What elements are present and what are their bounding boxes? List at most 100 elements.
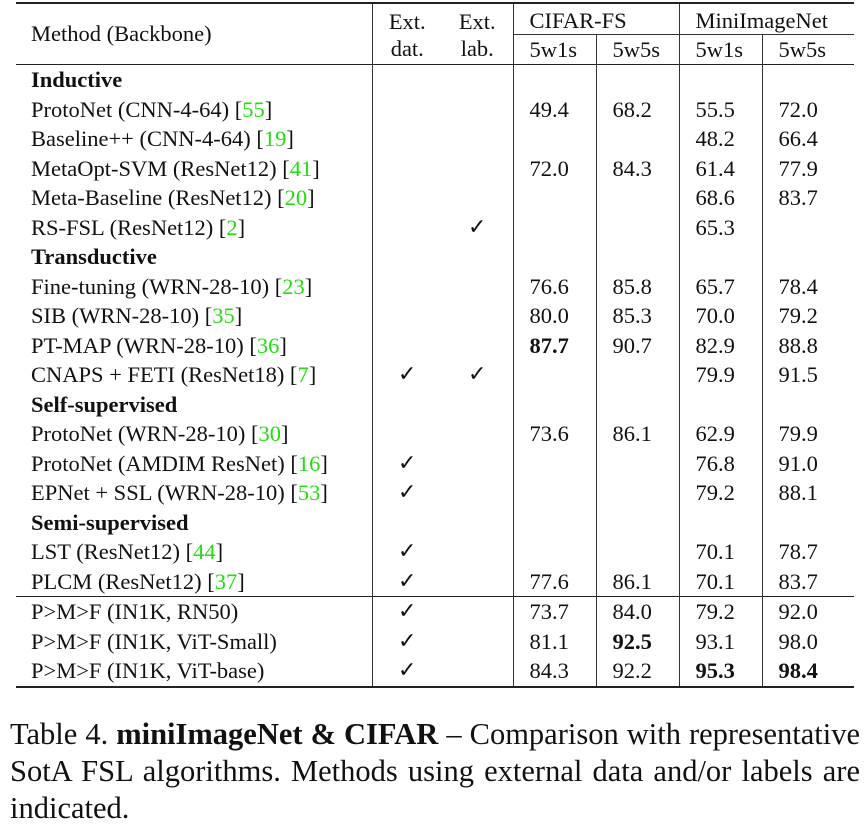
citation-link[interactable]: 41	[289, 155, 313, 181]
ext-lab-check	[442, 301, 513, 331]
method-name: Fine-tuning (WRN-28-10) [	[31, 273, 283, 299]
mini-5w1s-value: 65.7	[678, 271, 762, 301]
citation-link[interactable]: 35	[212, 303, 235, 328]
mini-5w5s-value: 92.0	[761, 596, 854, 627]
cifar-5w1s-value: 77.6	[512, 566, 596, 597]
table-row: CNAPS + FETI (ResNet18) [7] ✓ ✓ 79.9 91.5	[16, 360, 854, 390]
method-cell: Fine-tuning (WRN-28-10) [23]	[16, 272, 372, 302]
citation-bracket: ]	[215, 539, 224, 564]
cifar-5w5s-value	[595, 124, 679, 154]
cifar-5w5s-value: 68.2	[595, 94, 679, 124]
table-row: LST (ResNet12) [44] ✓ 70.1 78.7	[16, 537, 854, 567]
caption-text: – Comparison with representative SotA FS…	[10, 717, 861, 825]
empty-cell	[761, 389, 854, 419]
ext-dat-check: ✓	[371, 596, 442, 627]
citation-link[interactable]: 30	[258, 421, 281, 446]
ext-dat-check: ✓	[371, 537, 442, 567]
table-row: PT-MAP (WRN-28-10) [36] 87.7 90.7 82.9 88.8	[16, 330, 854, 361]
citation-bracket: ]	[304, 273, 313, 299]
mini-5w5s-value: 91.0	[761, 448, 854, 478]
ext-lab-check	[442, 154, 513, 184]
citation-bracket: ]	[234, 303, 243, 328]
citation-link[interactable]: 20	[284, 185, 308, 210]
citation-bracket: ]	[308, 362, 317, 387]
mini-5w1s-value: 61.4	[678, 153, 762, 183]
empty-cell	[595, 389, 679, 419]
citation-link[interactable]: 19	[263, 126, 287, 151]
cifar-5w5s-value	[595, 183, 679, 213]
mini-5w5s-value: 66.4	[761, 124, 854, 154]
empty-cell	[512, 242, 596, 272]
ext-dat-check: ✓	[371, 478, 442, 508]
empty-cell	[761, 64, 854, 95]
method-cell: RS-FSL (ResNet12) [2]	[16, 213, 372, 243]
empty-cell	[512, 507, 596, 537]
header-group-cifar-fs: CIFAR-FS	[512, 3, 679, 35]
citation-link[interactable]: 55	[242, 96, 265, 122]
header-group-miniimagenet: MiniImageNet	[678, 3, 854, 35]
citation-link[interactable]: 2	[226, 214, 238, 240]
cifar-5w5s-value: 84.0	[595, 596, 679, 627]
header-mini-5w5s: 5w5s	[761, 34, 854, 65]
method-cell: P>M>F (IN1K, ViT-base)	[16, 656, 372, 687]
mini-5w5s-value: 79.9	[761, 419, 854, 449]
ext-lab-check	[442, 656, 513, 687]
empty-cell	[595, 64, 679, 95]
cifar-5w1s-value: 73.7	[512, 596, 596, 627]
cifar-5w1s-value: 80.0	[512, 301, 596, 331]
mini-5w5s-value: 78.7	[761, 537, 854, 567]
method-cell: PLCM (ResNet12) [37]	[16, 567, 372, 597]
section-header-row: Self-supervised	[16, 389, 854, 420]
mini-5w1s-value: 65.3	[678, 212, 762, 242]
table-body: Inductive ProtoNet (CNN-4-64) [55] 49.4 68.…	[16, 64, 854, 687]
ext-dat-check: ✓	[371, 566, 442, 597]
ext-dat-check: ✓	[371, 656, 442, 687]
method-cell: MetaOpt-SVM (ResNet12) [41]	[16, 154, 372, 184]
citation-bracket: ]	[237, 214, 246, 240]
empty-cell	[678, 507, 762, 537]
method-cell: PT-MAP (WRN-28-10) [36]	[16, 331, 372, 361]
method-name: P>M>F (IN1K, RN50)	[31, 599, 239, 624]
ext-lab-check: ✓	[468, 362, 487, 387]
header-mini-5w1s: 5w1s	[678, 34, 762, 65]
ext-lab-check	[442, 567, 513, 597]
method-name: RS-FSL (ResNet12) [	[31, 214, 227, 240]
method-name: P>M>F (IN1K, ViT-Small)	[31, 628, 277, 654]
header-cifar-5w1s: 5w1s	[512, 34, 596, 65]
ext-lab-check	[442, 449, 513, 479]
ext-lab-check	[442, 478, 513, 508]
citation-link[interactable]: 16	[297, 450, 321, 476]
cifar-5w5s-value	[595, 212, 679, 242]
mini-5w5s-value: 83.7	[761, 566, 854, 597]
mini-5w1s-value: 79.2	[678, 478, 762, 508]
empty-cell	[442, 390, 513, 420]
mini-5w1s-value: 82.9	[678, 330, 762, 360]
cifar-5w1s-value	[512, 212, 596, 242]
empty-cell	[371, 389, 442, 419]
method-cell: P>M>F (IN1K, RN50)	[16, 597, 372, 627]
method-cell: SIB (WRN-28-10) [35]	[16, 301, 372, 331]
table-row: ProtoNet (CNN-4-64) [55] 49.4 68.2 55.5 72.0	[16, 94, 854, 124]
empty-cell	[371, 64, 442, 95]
cifar-5w1s-value	[512, 183, 596, 213]
citation-link[interactable]: 7	[297, 362, 309, 387]
citation-link[interactable]: 44	[193, 539, 216, 564]
empty-cell	[761, 242, 854, 272]
method-cell: CNAPS + FETI (ResNet18) [7]	[16, 360, 372, 390]
citation-bracket: ]	[279, 332, 287, 358]
table-row: Fine-tuning (WRN-28-10) [23] 76.6 85.8 65.7…	[16, 271, 854, 302]
ext-dat-check	[371, 153, 442, 183]
citation-link[interactable]: 53	[297, 480, 321, 505]
citation-bracket: ]	[280, 421, 289, 446]
ext-dat-check	[371, 330, 442, 360]
table-row: SIB (WRN-28-10) [35] 80.0 85.3 70.0 79.2	[16, 301, 854, 331]
citation-link[interactable]: 36	[256, 332, 280, 358]
section-title: Inductive	[31, 67, 123, 92]
cifar-5w1s-value	[512, 537, 596, 567]
method-name: SIB (WRN-28-10) [	[31, 303, 213, 328]
citation-link[interactable]: 23	[282, 273, 305, 299]
citation-link[interactable]: 37	[214, 568, 238, 594]
ext-lab-check	[442, 597, 513, 627]
caption-label: Table 4.	[10, 717, 109, 751]
citation-bracket: ]	[264, 96, 273, 122]
